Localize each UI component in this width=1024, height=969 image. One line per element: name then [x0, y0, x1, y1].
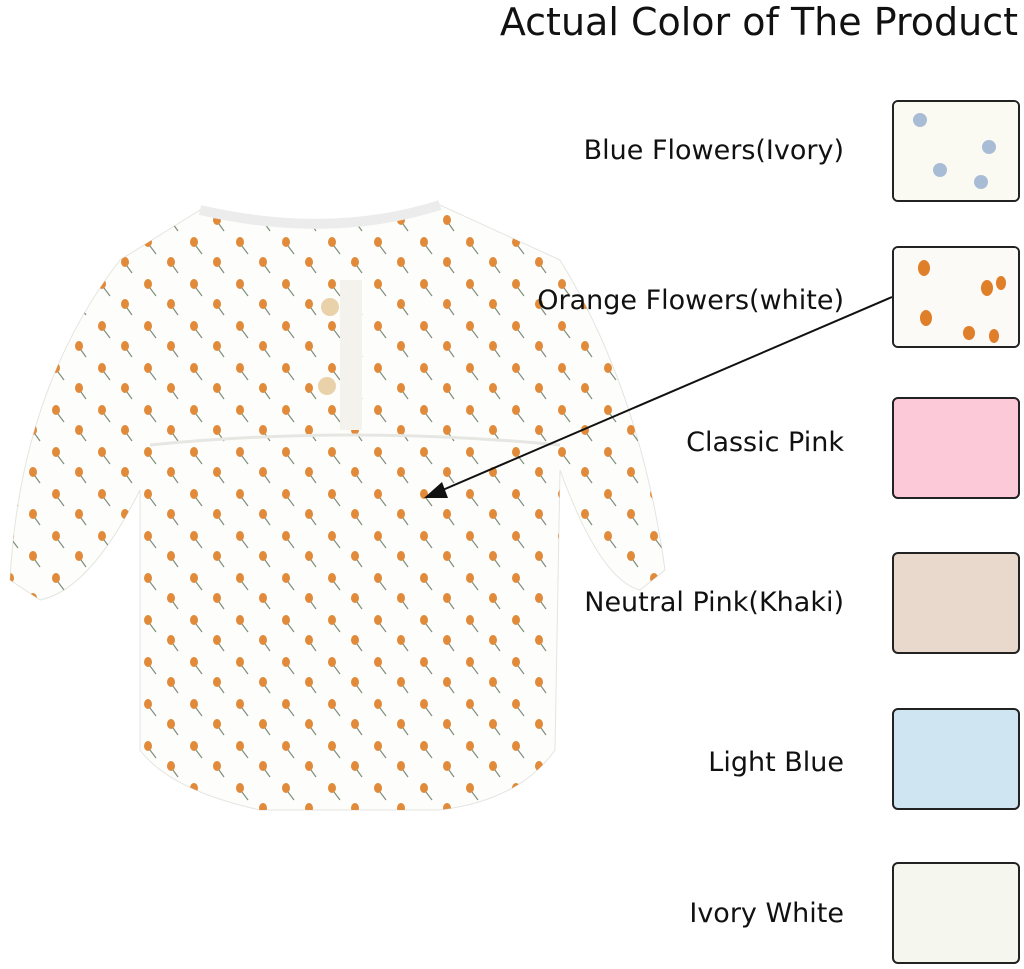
- orange-flowers-pattern: [894, 248, 1018, 346]
- swatch-neutral-pink: [892, 552, 1020, 654]
- option-label-blue-flowers: Blue Flowers(Ivory): [583, 135, 844, 166]
- swatch-orange-flowers: [892, 246, 1020, 348]
- option-label-ivory-white: Ivory White: [689, 898, 844, 929]
- blue-flowers-pattern: [894, 102, 1018, 200]
- option-label-orange-flowers: Orange Flowers(white): [537, 285, 844, 316]
- chart-title: Actual Color of The Product: [499, 0, 1018, 44]
- swatch-blue-flowers: [892, 100, 1020, 202]
- swatch-light-blue: [892, 708, 1020, 810]
- swatch-ivory-white: [892, 862, 1020, 964]
- option-label-light-blue: Light Blue: [708, 747, 844, 778]
- swatch-classic-pink: [892, 397, 1020, 499]
- option-label-neutral-pink: Neutral Pink(Khaki): [584, 587, 844, 618]
- option-label-classic-pink: Classic Pink: [686, 427, 844, 458]
